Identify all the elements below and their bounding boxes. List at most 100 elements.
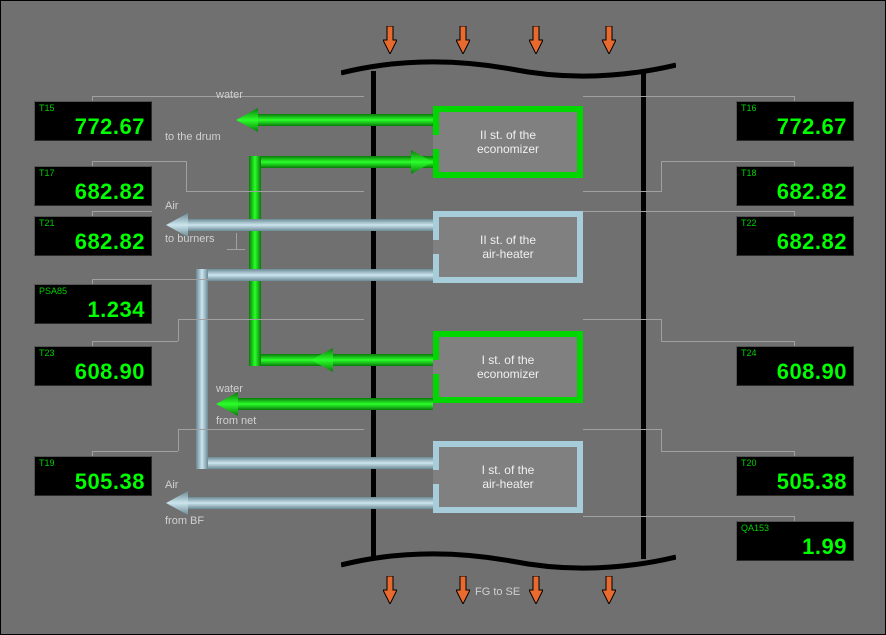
instr-t19: T19 505.38 [34, 456, 152, 496]
wire-t17-h2 [186, 191, 364, 192]
wire-t18-h [661, 161, 794, 162]
wire-t17-h [92, 161, 187, 162]
wire-blk-r-3 [583, 211, 643, 212]
pipe-econ1-out [261, 354, 433, 366]
instr-tag: T16 [741, 103, 757, 113]
instr-tag: T24 [741, 348, 757, 358]
pipe-ah1-out [208, 457, 433, 469]
wire-t18-v [661, 161, 662, 191]
wire-t20-h [661, 451, 794, 452]
block-label-1b: economizer [477, 142, 539, 156]
pipe-water-to-drum [256, 114, 433, 126]
block-airheater-i: I st. of the air-heater [433, 441, 583, 513]
label-water-1: water [216, 89, 243, 101]
block-economizer-ii: II st. of the economizer [433, 106, 583, 178]
instr-value: 682.82 [75, 231, 145, 253]
pipe-air-to-burners [187, 219, 433, 231]
wire-blk-r-5 [583, 429, 643, 430]
instr-tag: PSA85 [39, 286, 67, 296]
instr-tag: T15 [39, 103, 55, 113]
flue-arrow-top-2 [456, 26, 470, 54]
block-airheater-ii: II st. of the air-heater [433, 211, 583, 283]
pipe-arrow-econ2-in [411, 150, 433, 174]
instr-value: 608.90 [75, 361, 145, 383]
wire-t20-v [661, 429, 662, 451]
block-economizer-i: I st. of the economizer [433, 331, 583, 403]
wire-t21-h [92, 211, 152, 212]
wire-t19-h2 [178, 429, 364, 430]
instr-value: 772.67 [75, 116, 145, 138]
instr-tag: T23 [39, 348, 55, 358]
instr-t17: T17 682.82 [34, 166, 152, 206]
instr-tag: T18 [741, 168, 757, 178]
label-fg-to-se: FG to SE [475, 586, 520, 598]
flue-arrow-bot-2 [456, 576, 470, 604]
block-label-3a: I st. of the [482, 353, 535, 367]
wire-t24-v [661, 319, 662, 341]
instr-tag: T17 [39, 168, 55, 178]
vessel-wall-left [371, 71, 376, 559]
flue-arrow-top-4 [602, 26, 616, 54]
pipe-econ2-in [261, 156, 433, 168]
label-to-drum: to the drum [165, 131, 221, 143]
wire-t23-h2 [178, 319, 364, 320]
label-from-net: from net [216, 415, 256, 427]
wire-blk-r-6 [583, 516, 643, 517]
label-to-burners: to burners [165, 233, 215, 245]
instr-value: 505.38 [75, 471, 145, 493]
wire-blk-r-4 [583, 319, 643, 320]
instr-t20: T20 505.38 [736, 456, 854, 496]
block-label-3b: economizer [477, 367, 539, 381]
wire-t17-v [186, 161, 187, 191]
label-air-1: Air [165, 200, 178, 212]
label-water-2: water [216, 383, 243, 395]
instr-t15: T15 772.67 [34, 101, 152, 141]
wire-psa-h [92, 279, 208, 280]
instr-t18: T18 682.82 [736, 166, 854, 206]
pipe-air-riser [196, 269, 208, 469]
pipe-tip-frombf [166, 491, 188, 515]
flue-arrow-top-3 [529, 26, 543, 54]
instr-value: 772.67 [777, 116, 847, 138]
instr-tag: T19 [39, 458, 55, 468]
label-from-bf: from BF [165, 515, 204, 527]
instr-tag: T20 [741, 458, 757, 468]
wire-t23-v [178, 319, 179, 341]
wire-blk-r-1 [583, 96, 643, 97]
pipe-arrow-econ1-out [311, 348, 333, 372]
wire-t19-h [92, 451, 178, 452]
wire-t23-h [92, 341, 178, 342]
wire-blk-r-2 [583, 191, 643, 192]
vessel-cap-top [341, 57, 676, 79]
block-label-2b: air-heater [482, 247, 533, 261]
pipe-water-from-net [237, 398, 433, 410]
flue-arrow-bot-4 [602, 576, 616, 604]
vessel-wall-right [641, 71, 646, 559]
instr-t23: T23 608.90 [34, 346, 152, 386]
block-label-4b: air-heater [482, 477, 533, 491]
wire-psa-h2 [227, 249, 245, 250]
instr-tag: QA153 [741, 523, 769, 533]
block-label-2a: II st. of the [480, 233, 536, 247]
instr-t22: T22 682.82 [736, 216, 854, 256]
block-label-4a: I st. of the [482, 463, 535, 477]
block-label-1a: II st. of the [480, 128, 536, 142]
pipe-tip-left-1 [236, 108, 258, 132]
instr-t24: T24 608.90 [736, 346, 854, 386]
instr-value: 682.82 [75, 181, 145, 203]
flue-arrow-bot-3 [529, 576, 543, 604]
instr-t21: T21 682.82 [34, 216, 152, 256]
wire-psa-v [236, 233, 237, 249]
instr-value: 1.234 [87, 299, 145, 321]
instr-value: 505.38 [777, 471, 847, 493]
label-air-2: Air [165, 479, 178, 491]
flue-arrow-bot-1 [383, 576, 397, 604]
instr-qa153: QA153 1.99 [736, 521, 854, 561]
pipe-econ-riser [249, 156, 261, 366]
wire-t19-v [178, 429, 179, 451]
instr-value: 682.82 [777, 231, 847, 253]
flue-arrow-top-1 [383, 26, 397, 54]
instr-tag: T21 [39, 218, 55, 228]
wire-t24-h [661, 341, 794, 342]
instr-value: 1.99 [802, 536, 847, 558]
